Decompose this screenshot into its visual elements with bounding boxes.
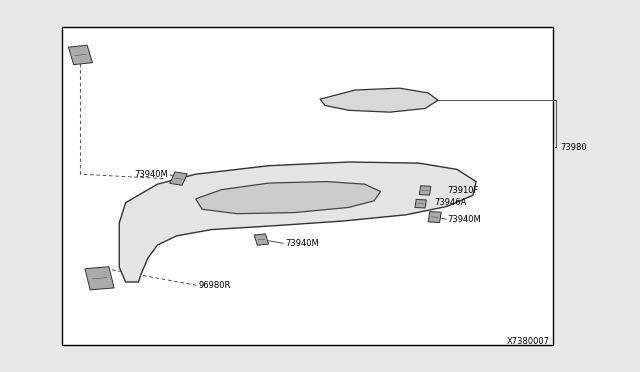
Bar [68,45,92,65]
Text: 73940M: 73940M [134,170,168,179]
Polygon shape [320,88,438,112]
Bar [170,172,188,185]
Bar [428,212,441,222]
Polygon shape [119,162,476,282]
Text: 73940M: 73940M [447,215,481,224]
Text: X7380007: X7380007 [506,337,549,346]
Bar [254,234,269,245]
Text: 73980: 73980 [560,143,587,152]
Polygon shape [196,182,381,214]
Bar [419,186,431,195]
Text: 73910F: 73910F [447,186,479,195]
Text: 73946A: 73946A [435,198,467,207]
Text: 73940M: 73940M [285,239,319,248]
Bar [62,27,552,345]
Bar [85,267,114,290]
Bar [415,199,426,208]
Text: 96980R: 96980R [199,281,231,290]
